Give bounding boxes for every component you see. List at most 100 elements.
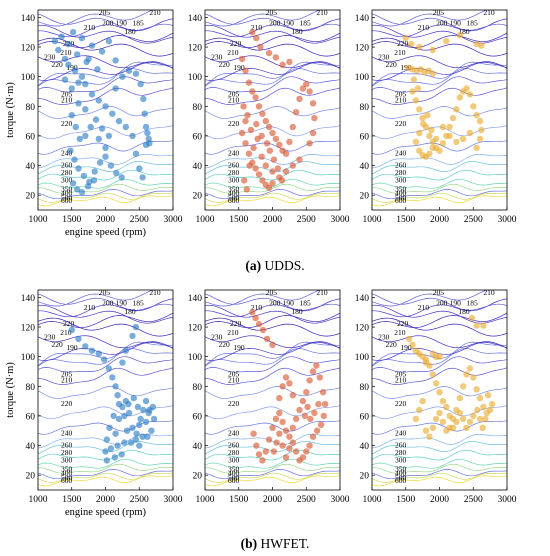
y-tick-label: 80 bbox=[26, 383, 36, 393]
data-point bbox=[456, 32, 463, 39]
data-point bbox=[282, 150, 290, 157]
contour-label: 500 bbox=[395, 473, 407, 482]
contour-label: 210 bbox=[84, 23, 96, 32]
data-point bbox=[412, 138, 420, 146]
data-point bbox=[114, 392, 121, 399]
contour-line bbox=[205, 13, 340, 31]
x-tick-label: 3000 bbox=[498, 495, 517, 505]
contour-line bbox=[38, 356, 173, 373]
data-point bbox=[273, 439, 280, 446]
contour-label: 210 bbox=[251, 303, 263, 312]
contour-label: 240 bbox=[61, 149, 72, 158]
caption-a: (a) UDDS. bbox=[0, 258, 550, 274]
contour-label: 190 bbox=[116, 18, 128, 27]
contour-line bbox=[205, 189, 340, 200]
contour-label: 210 bbox=[251, 23, 263, 32]
y-tick-label: 140 bbox=[21, 14, 36, 24]
data-point bbox=[292, 109, 300, 116]
contour-line bbox=[372, 293, 507, 311]
contour-line bbox=[372, 10, 488, 27]
data-point bbox=[139, 174, 146, 181]
data-point bbox=[262, 448, 269, 455]
contour-line bbox=[38, 169, 173, 181]
plot-area bbox=[205, 10, 340, 210]
contour-label: 220 bbox=[397, 319, 409, 328]
contour-line bbox=[205, 458, 340, 469]
y-tick-label: 120 bbox=[21, 44, 36, 54]
contour-label: 200 bbox=[102, 18, 114, 27]
contour-label: 500 bbox=[61, 473, 72, 482]
y-tick-label: 20 bbox=[360, 472, 370, 482]
contour-label: 200 bbox=[102, 298, 114, 307]
scatter-series bbox=[249, 309, 329, 464]
x-tick-label: 1500 bbox=[396, 495, 415, 505]
data-point bbox=[272, 54, 280, 61]
data-point bbox=[253, 442, 260, 449]
scatter-series bbox=[238, 29, 318, 193]
y-tick-label: 120 bbox=[355, 44, 370, 54]
contour-line bbox=[38, 195, 173, 207]
data-point bbox=[262, 117, 269, 125]
data-point bbox=[78, 189, 86, 196]
contour-label: 210 bbox=[483, 8, 495, 17]
data-point bbox=[439, 123, 447, 131]
contour-label: 180 bbox=[291, 27, 303, 36]
data-point bbox=[96, 159, 104, 166]
data-point bbox=[474, 406, 481, 414]
data-point bbox=[98, 125, 106, 132]
data-point bbox=[259, 177, 266, 184]
data-point bbox=[456, 409, 463, 417]
data-point bbox=[122, 123, 129, 131]
contour-line bbox=[205, 61, 340, 86]
contour-line bbox=[372, 298, 507, 318]
data-point bbox=[255, 451, 263, 458]
contour-label: 300 bbox=[61, 455, 72, 464]
contour-line bbox=[38, 420, 173, 435]
contour-label: 210 bbox=[61, 375, 72, 384]
data-point bbox=[82, 132, 89, 140]
contour-line bbox=[372, 189, 507, 200]
data-point bbox=[453, 106, 460, 113]
contour-line bbox=[38, 87, 173, 105]
data-point bbox=[488, 400, 496, 408]
data-point bbox=[316, 374, 323, 381]
contour-label: 300 bbox=[395, 175, 407, 184]
data-point bbox=[459, 383, 467, 390]
data-point bbox=[252, 94, 259, 101]
data-point bbox=[74, 51, 81, 58]
x-tick-label: 2500 bbox=[297, 215, 316, 225]
data-point bbox=[278, 177, 286, 184]
data-point bbox=[269, 341, 276, 348]
contour-label: 260 bbox=[61, 441, 72, 450]
contour-label: 300 bbox=[228, 455, 240, 464]
data-point bbox=[439, 397, 447, 405]
data-point bbox=[259, 457, 266, 464]
contour-label: 350 bbox=[395, 184, 407, 193]
data-point bbox=[320, 412, 327, 420]
contour-label: 300 bbox=[395, 455, 407, 464]
contour-line bbox=[372, 192, 507, 203]
contour-label: 220 bbox=[63, 319, 75, 328]
data-point bbox=[119, 73, 126, 80]
x-tick-label: 1500 bbox=[62, 215, 81, 225]
data-point bbox=[480, 403, 487, 411]
contour-line bbox=[372, 61, 507, 86]
data-point bbox=[299, 85, 307, 92]
data-point bbox=[255, 103, 263, 110]
contour-label: 205 bbox=[61, 89, 72, 98]
contour-label: 210 bbox=[394, 328, 406, 337]
data-point bbox=[252, 314, 259, 322]
data-point bbox=[74, 186, 81, 193]
data-point bbox=[114, 442, 121, 449]
data-point bbox=[121, 439, 128, 446]
contour-label: 210 bbox=[149, 288, 161, 297]
contour-label: 240 bbox=[228, 429, 240, 438]
data-point bbox=[306, 442, 313, 449]
contour-label: 220 bbox=[395, 399, 407, 408]
contour-label: 600 bbox=[395, 196, 407, 205]
data-point bbox=[136, 165, 143, 172]
data-point bbox=[69, 29, 77, 36]
data-point bbox=[286, 445, 293, 452]
contour-line bbox=[205, 68, 340, 87]
x-tick-label: 2500 bbox=[130, 495, 149, 505]
